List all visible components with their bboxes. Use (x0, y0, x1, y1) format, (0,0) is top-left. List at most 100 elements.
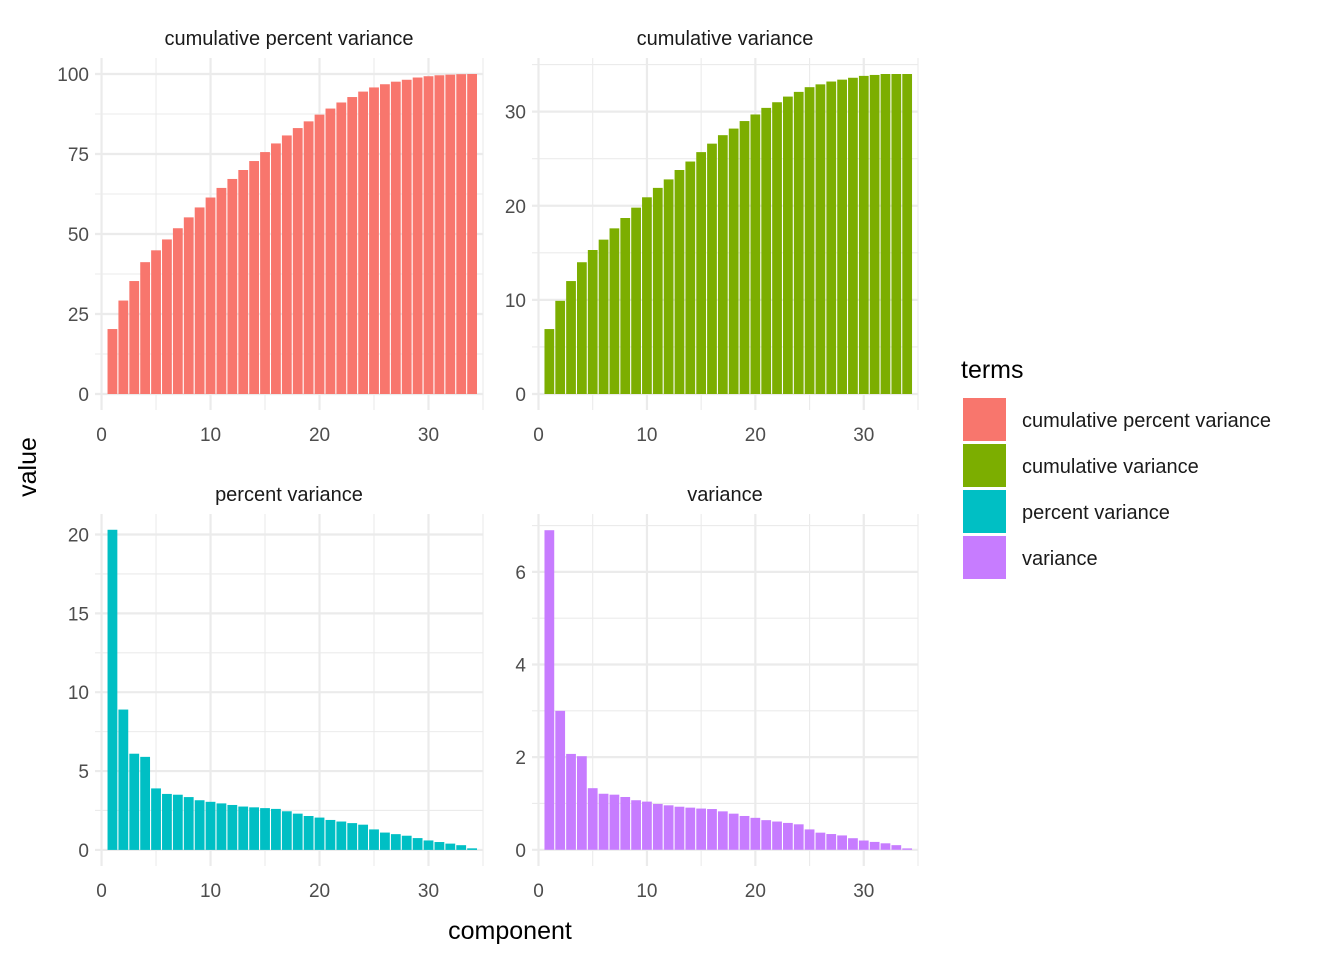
bar-cumulative-percent-variance-12 (227, 178, 238, 394)
panel-variance: variance 0 2 4 6 0 10 20 30 (515, 484, 919, 902)
bar-percent-variance-3 (129, 753, 140, 850)
x-tick-label: 10 (636, 881, 657, 902)
bar-percent-variance-24 (358, 824, 369, 850)
bar-variance-18 (728, 813, 739, 850)
y-tick-label: 100 (57, 65, 89, 86)
bar-cumulative-percent-variance-26 (380, 84, 390, 395)
legend-swatch (963, 444, 1006, 487)
legend-label: cumulative variance (1022, 456, 1199, 478)
y-tick-label: 30 (505, 103, 526, 124)
x-tick-label: 30 (853, 425, 874, 446)
x-tick-label: 30 (418, 881, 439, 902)
bar-percent-variance-30 (423, 840, 434, 850)
bar-percent-variance-6 (162, 793, 172, 850)
y-tick-label: 5 (78, 762, 89, 783)
bar-variance-1 (544, 530, 555, 850)
bar-percent-variance-34 (467, 848, 478, 850)
bar-cumulative-variance-32 (880, 74, 891, 394)
bar-variance-13 (674, 806, 685, 850)
bar-cumulative-variance-19 (739, 121, 750, 394)
x-tick-label: 10 (200, 425, 221, 446)
y-tick-label: 0 (515, 841, 526, 862)
legend-label: cumulative percent variance (1022, 410, 1271, 432)
bar-variance-31 (869, 841, 880, 850)
panel-title: cumulative variance (637, 28, 814, 50)
bar-cumulative-variance-31 (869, 74, 880, 395)
bar-cumulative-percent-variance-18 (292, 128, 303, 394)
bar-percent-variance-31 (434, 842, 445, 850)
bar-variance-27 (826, 834, 837, 850)
bar-cumulative-variance-20 (750, 114, 761, 395)
y-tick-label: 20 (68, 526, 89, 547)
bar-percent-variance-15 (260, 808, 270, 850)
bar-variance-32 (880, 843, 891, 850)
bar-cumulative-variance-9 (631, 207, 641, 394)
x-tick-label: 0 (96, 425, 107, 446)
bar-percent-variance-1 (107, 529, 118, 850)
bar-cumulative-percent-variance-33 (456, 74, 467, 394)
bar-cumulative-variance-33 (891, 74, 902, 394)
bar-variance-29 (848, 838, 858, 850)
bar-percent-variance-28 (401, 835, 412, 850)
bar-cumulative-percent-variance-10 (205, 197, 216, 394)
y-tick-label: 0 (78, 841, 89, 862)
bar-variance-19 (739, 815, 750, 850)
bar-cumulative-percent-variance-20 (314, 114, 325, 394)
x-tick-label: 0 (533, 881, 544, 902)
bar-variance-16 (707, 809, 717, 850)
bar-cumulative-percent-variance-19 (303, 121, 314, 395)
bar-percent-variance-11 (216, 803, 227, 850)
y-tick-label: 2 (515, 748, 526, 769)
bar-cumulative-percent-variance-23 (347, 97, 358, 394)
bar-cumulative-variance-29 (848, 77, 858, 394)
bar-variance-24 (793, 824, 804, 850)
bar-cumulative-variance-27 (826, 81, 837, 394)
panel-title: cumulative percent variance (164, 28, 413, 50)
bar-cumulative-percent-variance-14 (249, 161, 260, 394)
bar-cumulative-percent-variance-31 (434, 75, 445, 394)
bar-cumulative-variance-25 (804, 87, 815, 395)
bar-cumulative-variance-18 (728, 128, 739, 394)
bar-cumulative-variance-28 (837, 79, 847, 394)
legend-entry-cumulative-percent-variance: cumulative percent variance (963, 398, 1271, 441)
x-axis-title: component (448, 917, 572, 945)
bar-cumulative-percent-variance-2 (118, 300, 129, 394)
bar-cumulative-percent-variance-24 (358, 91, 369, 394)
x-tick-label: 30 (418, 425, 439, 446)
bar-cumulative-percent-variance-5 (151, 250, 161, 394)
bar-percent-variance-7 (172, 794, 183, 850)
bar-variance-34 (902, 848, 913, 850)
legend-entry-variance: variance (963, 536, 1098, 579)
bar-cumulative-variance-30 (858, 75, 869, 394)
bar-cumulative-percent-variance-3 (129, 281, 140, 394)
bar-percent-variance-10 (205, 801, 216, 850)
y-tick-label: 6 (515, 563, 526, 584)
bar-cumulative-percent-variance-11 (216, 187, 227, 394)
bar-variance-26 (815, 832, 826, 850)
x-tick-label: 10 (200, 881, 221, 902)
legend-entry-percent-variance: percent variance (963, 490, 1170, 533)
bar-variance-14 (685, 807, 696, 850)
y-tick-label: 75 (68, 145, 89, 166)
bar-variance-33 (891, 845, 902, 850)
bar-cumulative-percent-variance-30 (423, 76, 434, 395)
bar-cumulative-variance-2 (555, 300, 566, 394)
bar-cumulative-variance-21 (761, 107, 772, 394)
y-tick-label: 25 (68, 305, 89, 326)
y-tick-label: 50 (68, 225, 89, 246)
bar-percent-variance-29 (412, 838, 423, 850)
x-tick-label: 30 (853, 881, 874, 902)
x-tick-label: 10 (636, 425, 657, 446)
bar-variance-10 (642, 801, 652, 850)
bar-cumulative-variance-22 (772, 102, 782, 394)
bar-variance-11 (652, 803, 663, 850)
bar-variance-4 (576, 756, 587, 850)
bar-cumulative-variance-4 (576, 262, 587, 394)
x-tick-label: 20 (745, 425, 766, 446)
bar-percent-variance-19 (303, 816, 314, 850)
bar-variance-2 (555, 710, 566, 850)
bar-cumulative-variance-7 (609, 228, 620, 394)
bar-cumulative-percent-variance-29 (412, 77, 423, 395)
panel-title: percent variance (215, 484, 363, 506)
